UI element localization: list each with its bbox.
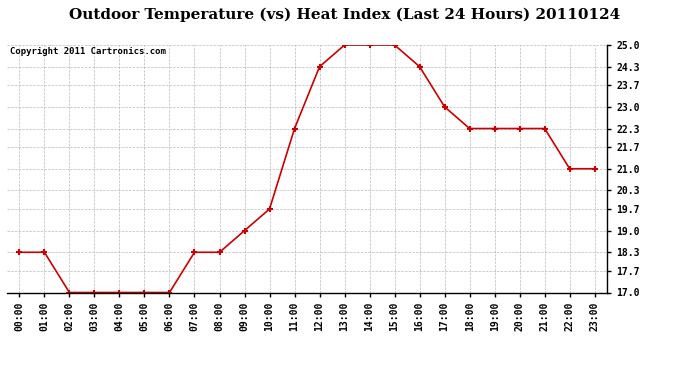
Text: Copyright 2011 Cartronics.com: Copyright 2011 Cartronics.com — [10, 48, 166, 57]
Text: Outdoor Temperature (vs) Heat Index (Last 24 Hours) 20110124: Outdoor Temperature (vs) Heat Index (Las… — [70, 8, 620, 22]
